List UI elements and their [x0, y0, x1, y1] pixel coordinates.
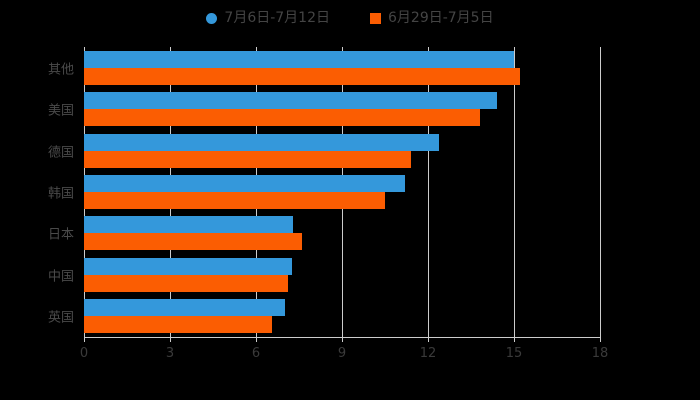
- legend-marker-square-icon: [370, 12, 381, 24]
- bar-series-1[interactable]: [84, 50, 514, 68]
- x-axis-tick: [514, 337, 515, 342]
- legend-label-series-2: 6月29日-7月5日: [388, 10, 494, 26]
- bar-series-1[interactable]: [84, 133, 440, 151]
- gridline: [428, 47, 429, 337]
- x-axis-tick: [84, 337, 85, 342]
- x-axis-tick-label: 9: [337, 346, 347, 361]
- gridline: [514, 47, 515, 337]
- y-axis-label: 韩国: [47, 186, 74, 202]
- chart-legend: 7月6日-7月12日 6月29日-7月5日: [0, 6, 700, 30]
- x-axis-tick: [342, 337, 343, 342]
- x-axis-tick: [170, 337, 171, 342]
- bar-series-2[interactable]: [84, 150, 411, 168]
- y-axis-labels: 其他美国德国韩国日本中国英国: [0, 47, 700, 337]
- y-axis-label: 美国: [47, 103, 74, 119]
- plot-area: [84, 47, 601, 342]
- bar-series-2[interactable]: [84, 67, 520, 85]
- legend-marker-circle-icon: [206, 12, 218, 24]
- bar-series-2[interactable]: [84, 233, 302, 251]
- x-axis-tick-label: 3: [165, 346, 175, 361]
- x-axis-tick-label: 15: [505, 346, 523, 361]
- x-axis-tick: [256, 337, 257, 342]
- bar-series-1[interactable]: [84, 299, 285, 317]
- bar-series-2[interactable]: [84, 274, 288, 292]
- x-axis-tick: [428, 337, 429, 342]
- y-axis-label: 中国: [47, 269, 74, 285]
- legend-label-series-1: 7月6日-7月12日: [224, 10, 330, 26]
- y-axis-label: 日本: [47, 227, 74, 243]
- gridline: [600, 47, 601, 337]
- y-axis-label: 德国: [47, 145, 74, 161]
- bar-series-2[interactable]: [84, 192, 385, 209]
- bar-series-2[interactable]: [84, 316, 272, 334]
- bar-series-1[interactable]: [84, 92, 497, 110]
- bar-series-1[interactable]: [84, 175, 406, 192]
- y-axis-label: 英国: [47, 310, 74, 326]
- bar-series-1[interactable]: [84, 257, 292, 275]
- x-axis-tick-label: 6: [251, 346, 261, 361]
- bar-series-1[interactable]: [84, 216, 294, 234]
- legend-item-series-1[interactable]: 7月6日-7月12日: [206, 11, 330, 25]
- x-axis-tick-label: 0: [79, 346, 89, 361]
- legend-item-series-2[interactable]: 6月29日-7月5日: [370, 11, 494, 25]
- y-axis-label: 其他: [47, 62, 74, 78]
- x-axis-tick-label: 18: [591, 346, 609, 361]
- x-axis-tick: [600, 337, 601, 342]
- x-axis-tick-label: 12: [419, 346, 437, 361]
- bar-series-2[interactable]: [84, 109, 480, 127]
